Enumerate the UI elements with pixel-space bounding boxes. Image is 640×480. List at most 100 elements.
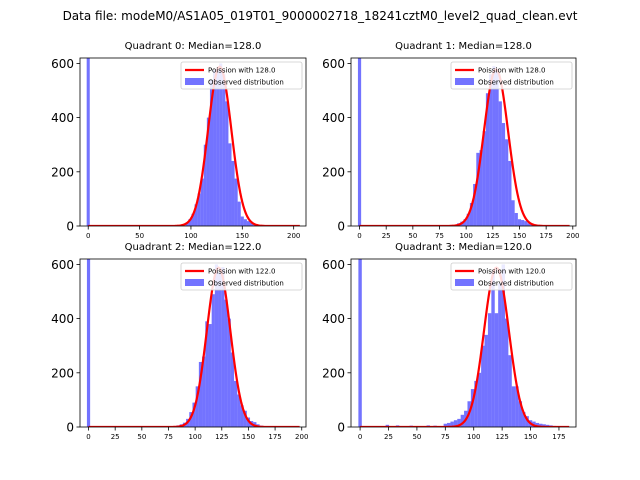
histogram-bar [473,184,477,226]
histogram-bar [216,68,220,226]
histogram-bar [222,74,226,226]
subplot-title: Quadrant 1: Median=128.0 [395,41,532,52]
axes-frame [79,258,307,428]
legend-label: Observed distribution [208,79,284,87]
x-tick-label: 25 [384,433,393,441]
histogram-bar [221,267,225,427]
x-tick-label: 200 [566,232,579,240]
histogram-bar [517,219,522,226]
histogram-bar [197,193,201,226]
histogram-bar [214,264,219,427]
histogram-bar [522,412,526,427]
x-tick-label: 175 [539,232,552,240]
histogram-bar [191,213,195,226]
legend-patch-swatch [185,78,204,85]
histogram-bar [203,144,207,226]
histogram-bar [521,220,525,226]
legend: Poission with 122.0 Observed distribution [180,262,303,291]
histogram-bar [198,361,203,427]
histogram-bar [211,294,215,427]
histogram-bar [491,272,495,427]
histogram-bar [208,324,212,427]
x-tick-label: 50 [137,433,146,441]
y-tick-label: 0 [337,220,345,234]
histogram-bar [505,139,509,226]
y-tick-label: 600 [322,258,345,272]
subplot-quadrant-0: Quadrant 0: Median=128.0 0 50 100 150 200 0 200… [51,41,307,240]
histogram-bar [508,160,512,226]
poisson-curve [359,68,570,226]
histogram-bar [508,355,512,427]
subplot-title: Quadrant 3: Median=120.0 [395,242,532,253]
y-tick-label: 200 [51,165,74,179]
histogram-bar [202,356,206,427]
histogram-bar [495,68,499,226]
histogram-bar [237,394,241,427]
histogram-bar [243,410,247,427]
histogram-bar [237,201,241,226]
x-tick-label: 0 [358,433,362,441]
histogram-bar [213,70,217,226]
histogram-bar [535,422,540,427]
x-tick-label: 50 [408,232,417,240]
histogram-bar [466,213,470,226]
subplot-quadrant-3: Quadrant 3: Median=120.0 0 25 50 75 100 125 150… [322,242,577,441]
subplot-quadrant-2: Quadrant 2: Median=122.0 0 25 50 75 100 125 150… [51,242,308,441]
histogram-bar [250,222,254,226]
histogram-bar [501,264,505,427]
x-tick-label: 200 [295,433,308,441]
figure-suptitle: Data file: modeM0/AS1A05_019T01_90000027… [63,9,578,23]
histogram-bar [453,420,458,427]
histogram-bar [504,318,509,427]
histogram-bar [498,101,502,226]
histogram-bar [234,380,238,427]
plot-area [358,259,570,427]
x-tick-label: 125 [486,232,499,240]
histogram-bar [489,74,493,226]
x-tick-label: 75 [164,433,173,441]
subplot-title: Quadrant 2: Median=122.0 [125,242,262,253]
y-tick-label: 600 [51,258,74,272]
histogram-bar [450,421,454,427]
histogram-bar [192,402,196,427]
legend-label: Poission with 120.0 [478,268,546,276]
histogram-bar [227,318,231,427]
poisson-curve [88,65,300,226]
x-tick-label: 50 [135,232,144,240]
x-tick-label: 150 [236,232,249,240]
axes-frame [79,57,307,227]
histogram-bar [492,66,496,226]
histogram-bar [469,202,474,226]
legend-label: Poission with 128.0 [208,67,276,75]
x-tick-label: 150 [242,433,255,441]
x-tick-label: 100 [188,433,201,441]
histogram-bar [485,93,490,226]
histogram-bar [228,143,232,226]
histogram-bar [518,401,523,427]
x-tick-label: 0 [86,232,90,240]
axes-frame [350,57,577,227]
y-tick-label: 400 [322,111,345,125]
histogram-bar [225,101,229,226]
y-tick-label: 400 [51,111,74,125]
histogram-bar [205,321,209,427]
legend-label: Observed distribution [478,280,554,288]
y-tick-label: 0 [66,220,74,234]
histogram-bar [498,283,502,427]
x-tick-label: 200 [287,232,300,240]
histogram-bar [482,131,486,226]
x-tick-label: 75 [441,433,450,441]
histogram-bar [501,123,506,226]
histogram-bar [470,389,475,427]
histogram-bar [514,212,518,226]
plot-area [357,58,570,226]
y-tick-label: 600 [322,57,345,71]
y-tick-label: 200 [51,366,74,380]
histogram-bar [195,386,199,427]
histogram-bar [481,345,485,427]
axes-frame [350,258,577,428]
x-tick-label: 25 [111,433,120,441]
histogram-bar-zero [358,259,362,427]
legend-patch-swatch [185,279,204,286]
